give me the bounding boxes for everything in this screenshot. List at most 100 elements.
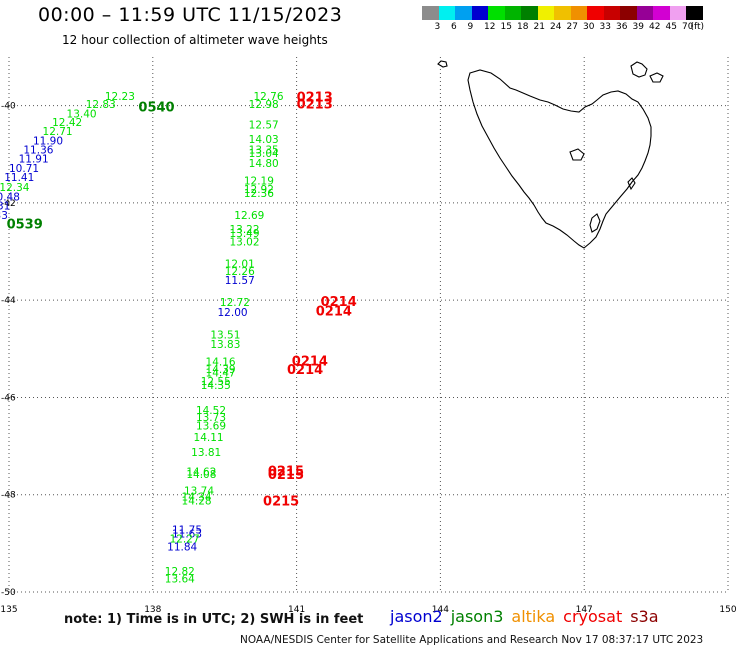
wave-height-label: 12.34 — [0, 182, 30, 194]
legend-swatch — [438, 6, 455, 20]
x-tick-label: 138 — [144, 605, 161, 615]
legend-label: 3 — [434, 22, 441, 32]
y-tick-label: -42 — [1, 199, 16, 209]
sat-jason2: jason2 — [390, 607, 443, 626]
wave-height-label: 13.35 — [249, 144, 279, 156]
legend-swatch — [554, 6, 571, 20]
pass-time-label: 0540 — [138, 100, 174, 115]
wave-height-label: 11.41 — [4, 172, 34, 184]
legend-swatch — [488, 6, 505, 20]
wave-height-label: 12.19 — [244, 175, 274, 187]
legend-swatch — [455, 6, 472, 20]
map-subtitle: 12 hour collection of altimeter wave hei… — [62, 33, 328, 47]
flinders-island — [630, 61, 648, 78]
legend-label: 42 — [649, 22, 661, 32]
satellite-legend: jason2 jason3 altika cryosat s3a — [390, 607, 667, 626]
wave-height-label: 14.11 — [194, 432, 224, 444]
credit-line: NOAA/NESDIS Center for Satellite Applica… — [240, 634, 704, 646]
wave-height-label: 12.76 — [253, 91, 283, 103]
pass-time-label: 0539 — [7, 218, 43, 233]
y-tick-label: -48 — [1, 491, 16, 501]
wave-height-label: 12.72 — [220, 297, 250, 309]
sat-s3a: s3a — [630, 607, 659, 626]
wave-height-label: 10.33 — [0, 210, 8, 222]
grid-lines — [8, 57, 729, 593]
wave-height-label: 14.16 — [206, 356, 236, 368]
wave-height-label: 12.83 — [86, 99, 116, 111]
legend-swatch — [570, 6, 587, 20]
wave-height-label: 12.71 — [43, 126, 73, 138]
wave-height-label: 12.00 — [218, 307, 248, 319]
wave-height-label: 13.40 — [67, 108, 97, 120]
legend-label: 9 — [467, 22, 474, 32]
x-tick-label: 141 — [288, 605, 305, 615]
legend-swatch — [603, 6, 620, 20]
legend-label: 33 — [599, 22, 611, 32]
pass-time-label: 0214 — [292, 354, 328, 369]
wave-height-label: 14.52 — [196, 405, 226, 417]
wave-height-label: 14.08 — [186, 469, 216, 481]
wave-height-label: 12.98 — [249, 99, 279, 111]
legend-swatch — [471, 6, 488, 20]
wave-height-label: 14.39 — [206, 364, 236, 376]
legend-label: 36 — [616, 22, 628, 32]
legend-label: 30 — [583, 22, 595, 32]
legend-label: 21 — [533, 22, 545, 32]
legend-swatch — [537, 6, 554, 20]
y-tick-label: -50 — [1, 588, 16, 598]
legend-swatch — [636, 6, 653, 20]
great-lake — [569, 148, 585, 161]
wave-height-label: 14.35 — [201, 380, 231, 392]
x-tick-label: 135 — [0, 605, 17, 615]
wave-height-label: 13.73 — [196, 412, 226, 424]
footer-note: note: 1) Time is in UTC; 2) SWH is in fe… — [64, 612, 364, 627]
color-scale-legend — [422, 6, 703, 20]
wave-height-label: 11.63 — [172, 529, 202, 541]
legend-swatch — [686, 6, 703, 20]
bruny-island — [589, 213, 601, 233]
wave-height-label: 12.27 — [170, 533, 200, 545]
wave-height-label: 14.28 — [182, 495, 212, 507]
legend-label: 45 — [665, 22, 677, 32]
map-title: 00:00 – 11:59 UTC 11/15/2023 — [38, 4, 343, 26]
wave-height-label: 13.83 — [210, 339, 240, 351]
cape-barren-island — [649, 72, 664, 83]
pass-time-label: 0215 — [268, 468, 304, 483]
legend-label: 39 — [632, 22, 644, 32]
wave-height-label: 13.64 — [165, 573, 195, 585]
sat-altika: altika — [511, 607, 556, 626]
king-island — [437, 60, 448, 68]
wave-height-label: 12.57 — [249, 119, 279, 131]
y-tick-label: -44 — [1, 296, 16, 306]
tasmania-main-coast — [467, 69, 652, 249]
x-tick-label: 147 — [576, 605, 593, 615]
legend-swatch — [620, 6, 637, 20]
wave-height-label: 13.02 — [229, 237, 259, 249]
wave-height-label: 13.81 — [191, 447, 221, 459]
pass-time-label: 0215 — [268, 464, 304, 479]
legend-label: 70 — [682, 22, 694, 32]
x-tick-label: 144 — [432, 605, 449, 615]
legend-label: 18 — [517, 22, 529, 32]
wave-height-label: 13.04 — [249, 148, 279, 160]
legend-label: 27 — [566, 22, 578, 32]
pass-time-label: 0213 — [297, 91, 333, 106]
wave-height-label: 10.48 — [0, 191, 20, 203]
x-tick-label: 150 — [719, 605, 736, 615]
legend-swatch — [587, 6, 604, 20]
sat-cryosat: cryosat — [563, 607, 623, 626]
wave-height-label: 13.49 — [229, 228, 259, 240]
wave-height-label: 12.36 — [244, 188, 274, 200]
color-scale-labels: 3 6 9 12 15 18 21 24 27 30 33 36 39 42 45 70 (ft) — [422, 22, 740, 34]
wave-height-label: 13.69 — [196, 421, 226, 433]
sat-jason3: jason3 — [450, 607, 504, 626]
y-tick-label: -46 — [1, 393, 16, 403]
wave-height-label: 10.71 — [9, 163, 39, 175]
legend-label: 12 — [484, 22, 496, 32]
wave-height-label: 14.62 — [186, 466, 216, 478]
legend-swatch — [422, 6, 439, 20]
legend-label: 24 — [550, 22, 562, 32]
legend-swatch — [669, 6, 686, 20]
wave-height-label: 12.82 — [165, 566, 195, 578]
wave-height-label: 11.91 — [19, 154, 49, 166]
